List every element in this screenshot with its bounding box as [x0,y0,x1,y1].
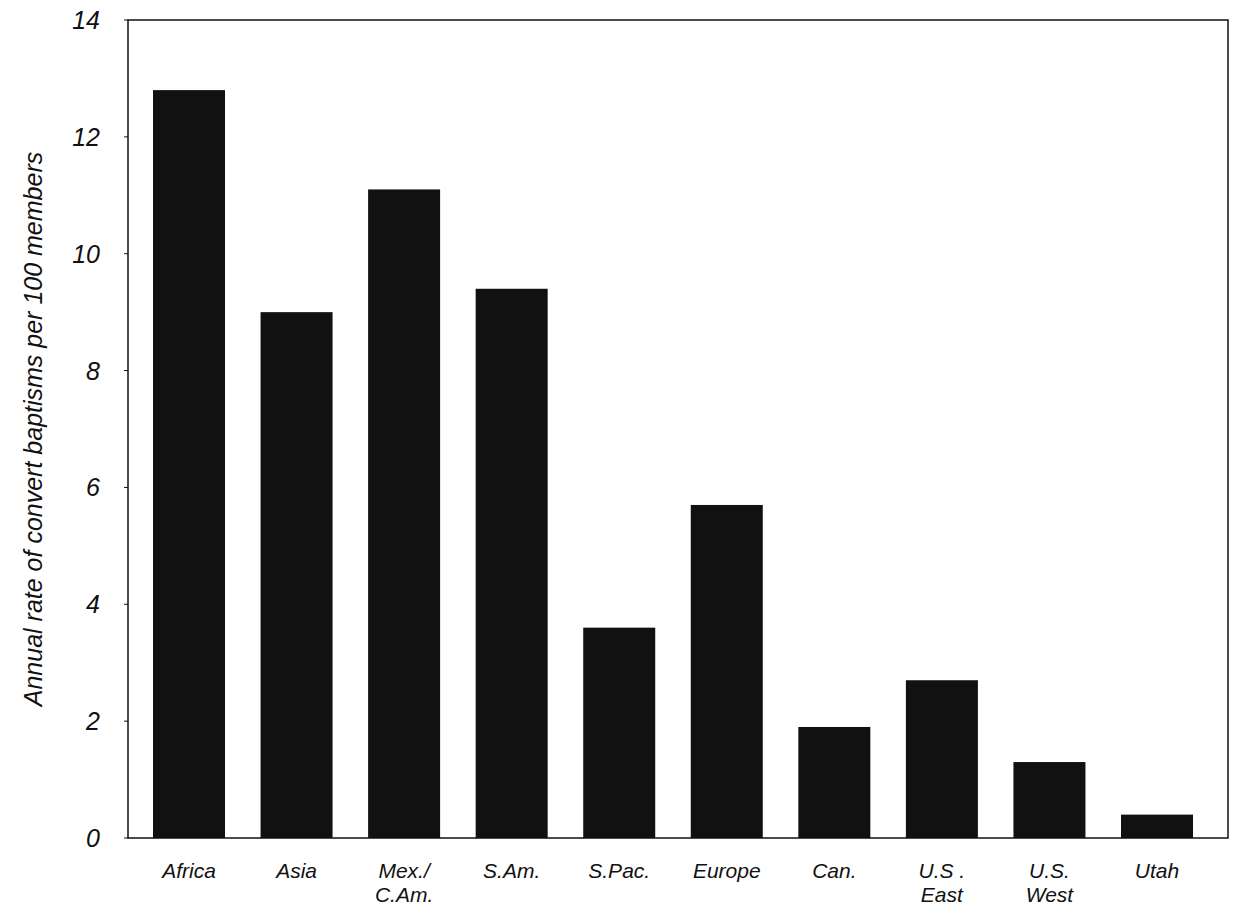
label-line: S.Pac. [588,859,650,882]
x-tick-label: Asia [274,859,317,882]
bar [691,505,763,838]
bar [476,289,548,838]
y-tick-label: 2 [85,707,100,735]
y-tick-label: 14 [72,6,100,34]
bar [906,680,978,838]
y-tick-label: 4 [86,590,100,618]
tick-mark [124,721,128,722]
y-tick-label: 0 [86,824,100,852]
chart: 0 2 4 6 8 10 12 14 Africa Asia Mex./C.Am. S.Am. S.Pa… [0,0,1253,917]
x-tick-label: Europe [693,859,761,882]
y-tick-label: 10 [72,240,100,268]
bars [153,90,1193,838]
x-tick-label: S.Pac. [588,859,650,882]
label-line: East [921,883,964,906]
tick-mark [124,20,128,21]
bar [1121,815,1193,838]
label-line: U.S. [1029,859,1070,882]
x-tick-label: Can. [812,859,856,882]
tick-mark [124,253,128,254]
tick-mark [124,370,128,371]
label-line: Can. [812,859,856,882]
bar [583,628,655,838]
x-tick-label: Mex./C.Am. [375,859,433,906]
tick-mark [124,136,128,137]
label-line: C.Am. [375,883,433,906]
label-line: West [1026,883,1075,906]
x-tick-label: U.S .East [919,859,966,906]
bar [153,90,225,838]
bar [1013,762,1085,838]
tick-mark [124,487,128,488]
label-line: Africa [160,859,216,882]
bar [368,189,440,838]
y-tick-label: 8 [86,357,100,385]
plot-frame [128,20,1228,838]
label-line: U.S . [919,859,966,882]
bar [798,727,870,838]
x-tick-label: S.Am. [483,859,540,882]
label-line: Mex./ [378,859,432,882]
y-axis-label: Annual rate of convert baptisms per 100 … [19,152,47,708]
label-line: Europe [693,859,761,882]
bar [261,312,333,838]
label-line: S.Am. [483,859,540,882]
x-tick-label: Africa [160,859,216,882]
label-line: Asia [274,859,317,882]
label-line: Utah [1135,859,1179,882]
x-tick-label: U.S.West [1026,859,1075,906]
y-tick-label: 12 [72,123,100,151]
x-tick-label: Utah [1135,859,1179,882]
y-tick-label: 6 [86,473,100,501]
tick-mark [124,604,128,605]
tick-mark [124,838,128,839]
